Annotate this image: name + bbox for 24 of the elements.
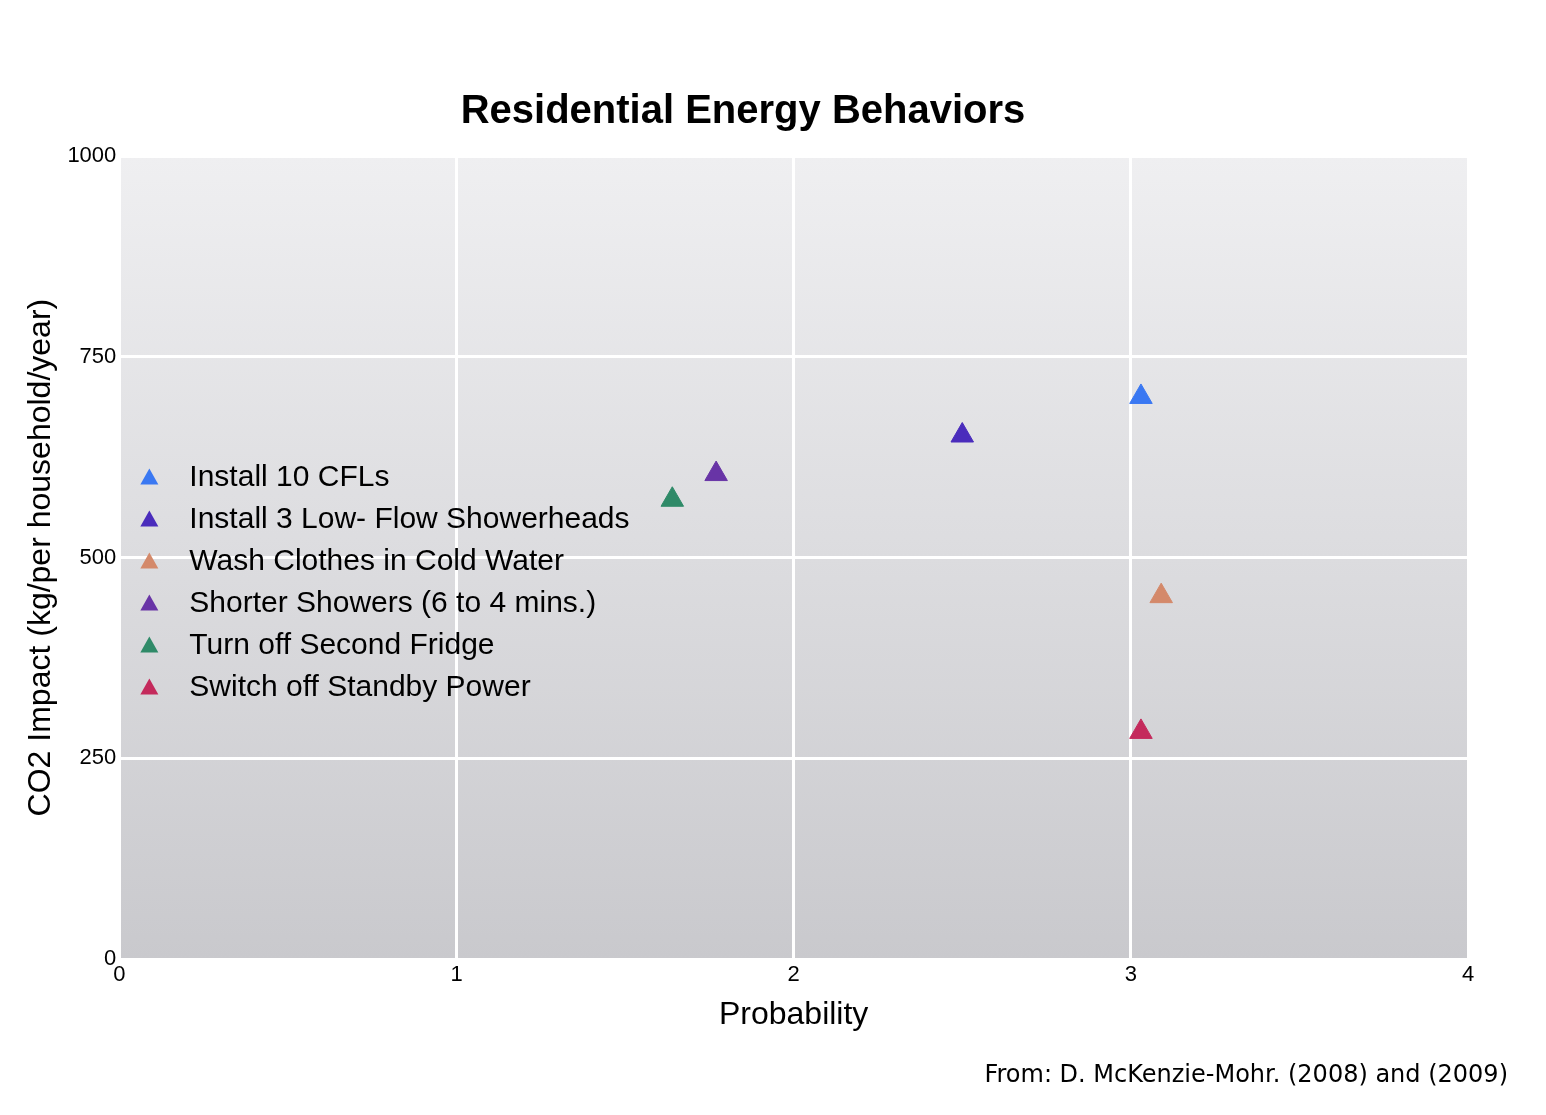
point bbox=[704, 460, 728, 482]
legend-label: Install 3 Low- Flow Showerheads bbox=[189, 500, 630, 534]
legend-label: Install 10 CFLs bbox=[189, 458, 390, 492]
x-axis-title: Probability bbox=[718, 994, 869, 1031]
y-axis-title: CO2 Impact (kg/per household/year) bbox=[21, 298, 58, 817]
legend-label: Turn off Second Fridge bbox=[189, 626, 495, 660]
point bbox=[660, 486, 685, 507]
y-tick-label: 500 bbox=[79, 543, 117, 569]
x-tick-label: 2 bbox=[787, 961, 800, 987]
text: From: D. McKenzie-Mohr. (2008) and (2009) bbox=[984, 1060, 1508, 1089]
point bbox=[950, 422, 975, 443]
legend-label: Shorter Showers (6 to 4 mins.) bbox=[189, 584, 597, 618]
point bbox=[1129, 383, 1153, 404]
point bbox=[1149, 582, 1173, 604]
chart-title: Residential Energy Behaviors bbox=[460, 87, 1026, 132]
y-tick-label: 750 bbox=[79, 342, 117, 368]
x-tick-label: 1 bbox=[450, 961, 463, 987]
y-tick-label: 1000 bbox=[67, 142, 117, 168]
legend-label: Wash Clothes in Cold Water bbox=[189, 542, 564, 576]
legend-label: Switch off Standby Power bbox=[189, 668, 531, 702]
point bbox=[1129, 718, 1153, 739]
y-tick-label: 250 bbox=[79, 744, 117, 770]
x-tick-label: 3 bbox=[1124, 961, 1137, 987]
x-tick-label: 4 bbox=[1461, 961, 1475, 987]
